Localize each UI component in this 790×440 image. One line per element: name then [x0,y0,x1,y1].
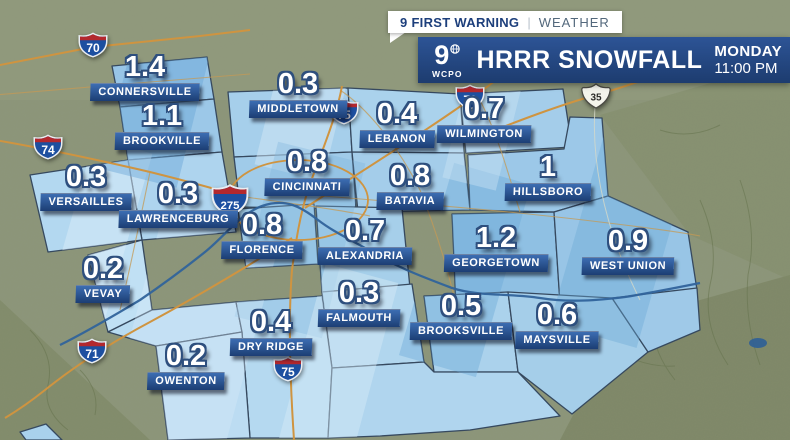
snowfall-value: 0.4 [376,98,418,130]
header-bar: 9 WCPO HRRR SNOWFALL MONDAY 11:00 PM [418,37,790,83]
ohio-river [59,201,701,347]
svg-text:35: 35 [590,93,602,104]
snowfall-value: 0.8 [286,146,328,178]
interstate-shield: 70 [78,32,108,58]
snowfall-value: 1.4 [124,51,166,83]
interstate-shield: 71 [455,84,485,110]
city-name-box: DRY RIDGE [229,338,313,356]
city-label: 0.3 VERSAILLES [40,161,132,211]
valid-hour: 11:00 PM [714,60,778,77]
snowfall-value: 1 [539,151,557,183]
city-label: 1.1 BROOKVILLE [114,100,210,150]
city-label: 0.5 BROOKSVILLE [409,290,513,340]
snowfall-value: 0.5 [440,290,482,322]
snowfall-value: 0.6 [536,299,578,331]
city-label: 0.2 VEVAY [75,253,131,303]
call-sign: WCPO [432,68,463,79]
city-name-box: VERSAILLES [40,193,132,211]
channel-number: 9 [434,39,460,70]
snowfall-value: 1.1 [141,100,183,132]
valid-day: MONDAY [714,43,783,60]
city-name-box: FALMOUTH [317,309,401,327]
banner-divider: | [527,14,531,30]
city-name-box: WILMINGTON [436,125,532,143]
city-name-box: WEST UNION [581,257,675,275]
snowfall-value: 0.9 [607,225,649,257]
interstate-shield: 75 [273,356,303,382]
city-label: 0.2 OWENTON [146,340,226,390]
city-name-box: ALEXANDRIA [317,247,413,265]
city-label: 0.3 FALMOUTH [317,277,401,327]
snowfall-value: 0.4 [250,306,292,338]
svg-text:70: 70 [86,41,100,55]
us-route-shield: 35 [581,83,611,109]
snowfall-value: 0.2 [82,253,124,285]
wcpo-logo: 9 WCPO [432,39,463,79]
svg-text:275: 275 [221,200,241,212]
banner-tail [390,32,406,43]
snowfall-value: 0.7 [344,215,386,247]
snowfall-value: 0.7 [463,93,505,125]
snowfall-value: 0.2 [165,340,207,372]
city-name-box: GEORGETOWN [443,254,549,272]
city-label: 0.7 WILMINGTON [436,93,532,143]
city-label: 0.4 LEBANON [359,98,435,148]
city-name-box: MIDDLETOWN [248,100,348,118]
city-label: 0.8 CINCINNATI [264,146,350,196]
city-name-box: VEVAY [75,285,131,303]
city-name-box: CINCINNATI [264,178,350,196]
city-label: 0.7 ALEXANDRIA [317,215,413,265]
city-label: 0.9 WEST UNION [581,225,675,275]
svg-text:75: 75 [281,365,295,379]
city-label: 1.2 GEORGETOWN [443,222,549,272]
svg-text:74: 74 [41,143,55,157]
svg-text:71: 71 [85,347,99,361]
lake-blob [749,338,767,348]
city-name-box: BROOKVILLE [114,132,210,150]
city-label: 0.6 MAYSVILLE [515,299,599,349]
interstate-shield: 71 [77,338,107,364]
banner-section: WEATHER [538,14,610,30]
banner-brand: 9 FIRST WARNING [400,14,520,30]
city-name-box: LAWRENCEBURG [118,210,238,228]
globe-icon [450,44,460,54]
snowfall-value: 0.3 [157,178,199,210]
interstate-shield: 74 [33,134,63,160]
city-label: 0.8 BATAVIA [376,160,444,210]
city-name-box: HILLSBORO [504,183,592,201]
city-name-box: OWENTON [146,372,226,390]
snowfall-value: 0.3 [277,68,319,100]
valid-time: MONDAY 11:00 PM [714,43,790,77]
snowfall-value: 0.8 [241,209,283,241]
snowfall-value: 1.2 [475,222,517,254]
city-label: 0.4 DRY RIDGE [229,306,313,356]
channel-number-text: 9 [434,39,450,70]
city-label: 0.3 MIDDLETOWN [248,68,348,118]
city-name-box: BROOKSVILLE [409,322,513,340]
snowfall-value: 0.3 [65,161,107,193]
map-title: HRRR SNOWFALL [476,45,703,74]
city-name-box: CONNERSVILLE [89,83,201,101]
city-name-box: MAYSVILLE [515,331,599,349]
city-label: 0.8 FLORENCE [221,209,303,259]
snowfall-value: 0.3 [338,277,380,309]
svg-text:71: 71 [463,93,477,107]
interstate-shield: 275 [211,184,249,217]
snowfall-value: 0.8 [389,160,431,192]
city-label: 0.3 LAWRENCEBURG [118,178,238,228]
city-label: 1.4 CONNERSVILLE [89,51,201,101]
city-name-box: LEBANON [359,130,435,148]
first-warning-banner: 9 FIRST WARNING | WEATHER [388,11,622,33]
city-name-box: BATAVIA [376,192,444,210]
city-name-box: FLORENCE [221,241,303,259]
city-label: 1 HILLSBORO [504,151,592,201]
